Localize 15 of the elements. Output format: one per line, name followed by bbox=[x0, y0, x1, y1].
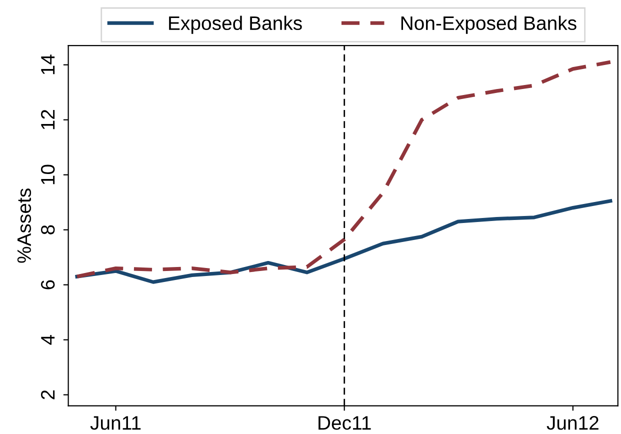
x-tick-label: Jun11 bbox=[90, 416, 141, 430]
y-tick-label: 14 bbox=[41, 54, 55, 74]
y-tick-label: 10 bbox=[40, 164, 55, 184]
y-tick-label: 6 bbox=[40, 280, 55, 290]
y-tick-label: 4 bbox=[41, 334, 55, 345]
y-tick-label: 2 bbox=[40, 390, 55, 400]
y-tick-label: 8 bbox=[40, 225, 55, 234]
y-axis-title: %Assets bbox=[17, 188, 32, 263]
line-series bbox=[75, 60, 612, 278]
legend-label: Exposed Banks bbox=[169, 16, 302, 34]
x-tick-label: Dec11 bbox=[318, 416, 371, 430]
y-tick-label: 12 bbox=[40, 110, 55, 130]
line-series bbox=[75, 199, 612, 284]
x-tick-label: Jun12 bbox=[546, 416, 598, 430]
legend-label: Non-Exposed Banks bbox=[401, 16, 576, 34]
